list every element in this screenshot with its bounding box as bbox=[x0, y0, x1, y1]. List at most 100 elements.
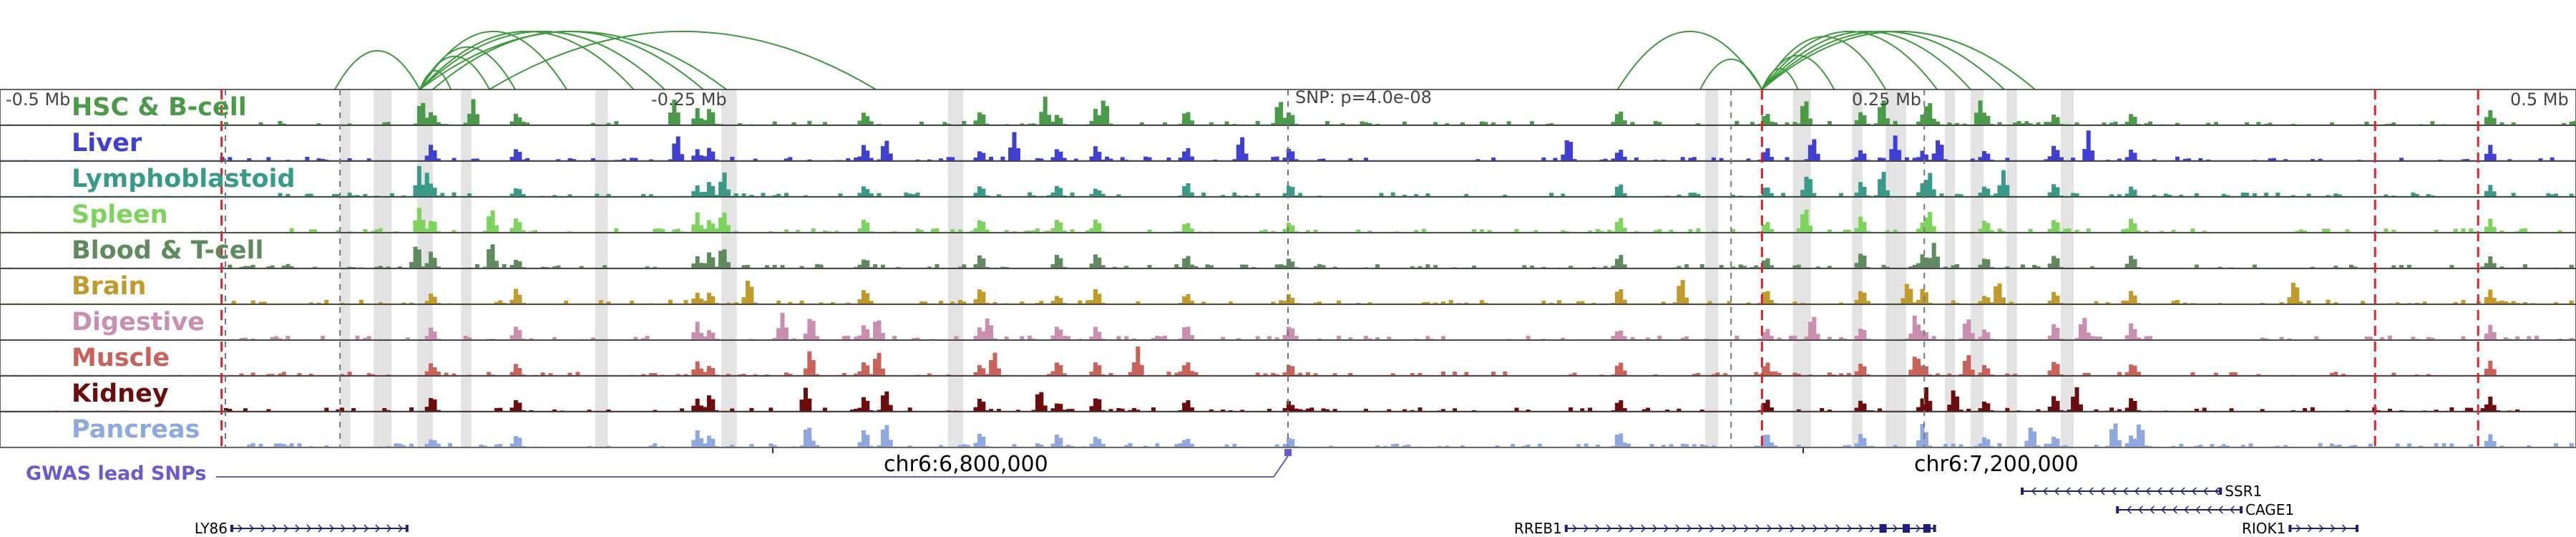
loop-arc bbox=[419, 31, 727, 90]
strand-arrow bbox=[1629, 524, 1634, 533]
bottom-axis bbox=[772, 448, 1804, 453]
strand-arrow bbox=[2145, 487, 2151, 495]
strand-arrow bbox=[1584, 524, 1589, 533]
loop-arc bbox=[1699, 59, 1763, 90]
strand-arrow bbox=[2172, 505, 2177, 514]
strand-arrow bbox=[1698, 524, 1703, 533]
strand-arrow bbox=[2168, 487, 2174, 495]
strand-arrow bbox=[2138, 505, 2143, 514]
strand-arrow bbox=[1767, 524, 1772, 533]
track-label: Kidney bbox=[72, 379, 169, 408]
loop-arc bbox=[489, 30, 877, 90]
loop-arc bbox=[1761, 30, 1971, 90]
strand-arrow bbox=[2088, 487, 2094, 495]
strand-arrow bbox=[2318, 524, 2324, 533]
axis-left-label: -0.5 Mb bbox=[6, 90, 70, 110]
gene-end-cap bbox=[1933, 525, 1936, 532]
strand-arrow bbox=[1732, 524, 1737, 533]
strand-arrow bbox=[2184, 505, 2189, 514]
gene-end-cap bbox=[2240, 506, 2243, 513]
strand-arrow bbox=[306, 524, 312, 533]
strand-arrow bbox=[2122, 487, 2128, 495]
strand-arrow bbox=[1721, 524, 1726, 533]
strand-arrow bbox=[2296, 524, 2301, 533]
gene-start-cap bbox=[2288, 525, 2292, 532]
loop-arc bbox=[1616, 30, 1763, 90]
track-label: Brain bbox=[72, 272, 146, 301]
strand-arrow bbox=[1606, 524, 1611, 533]
strand-arrow bbox=[1675, 524, 1680, 533]
strand-arrow bbox=[2330, 524, 2336, 533]
strand-arrow bbox=[1893, 524, 1898, 533]
signal-area bbox=[0, 130, 2576, 161]
strand-arrow bbox=[1778, 524, 1783, 533]
strand-arrow bbox=[2111, 487, 2117, 495]
strand-arrow bbox=[329, 524, 335, 533]
gene-label: LY86 bbox=[195, 520, 228, 537]
strand-arrow bbox=[2042, 487, 2048, 495]
signal-area bbox=[0, 97, 2576, 125]
strand-arrow bbox=[1618, 524, 1623, 533]
strand-arrow bbox=[386, 524, 392, 533]
strand-arrow bbox=[2054, 487, 2059, 495]
gene-start-cap bbox=[230, 525, 233, 532]
strand-arrow bbox=[2099, 487, 2105, 495]
strand-arrow bbox=[2031, 487, 2036, 495]
loop-arc bbox=[1761, 31, 1938, 90]
gene-label: CAGE1 bbox=[2245, 501, 2294, 518]
strand-arrow bbox=[1835, 524, 1840, 533]
track-label: Digestive bbox=[72, 308, 205, 337]
signal-area bbox=[0, 208, 2576, 233]
gene-label: RREB1 bbox=[1514, 520, 1562, 537]
strand-arrow bbox=[352, 524, 358, 533]
gwas-connector-line bbox=[216, 455, 1289, 478]
exon-block bbox=[1923, 524, 1931, 533]
exon-block bbox=[1879, 524, 1887, 533]
track-label: Lymphoblastoid bbox=[72, 165, 296, 193]
track-label: Muscle bbox=[72, 344, 170, 372]
loop-arc bbox=[419, 30, 635, 90]
axis-right-label: 0.5 Mb bbox=[2510, 90, 2569, 110]
loop-arc bbox=[1761, 30, 2036, 90]
axis-right-mid-label: 0.25 Mb bbox=[1852, 90, 1921, 110]
strand-arrow bbox=[2341, 524, 2347, 533]
track-label: Blood & T-cell bbox=[72, 236, 263, 265]
loop-arc bbox=[419, 31, 567, 90]
vertical-marker-lines bbox=[220, 90, 2479, 448]
strand-arrow bbox=[249, 524, 255, 533]
strand-arrow bbox=[1652, 524, 1657, 533]
strand-arrow bbox=[398, 524, 404, 533]
strand-arrow bbox=[2195, 505, 2200, 514]
strand-arrow bbox=[1687, 524, 1692, 533]
loop-arc bbox=[334, 50, 421, 90]
gene-label: RIOK1 bbox=[2242, 520, 2285, 537]
strand-arrow bbox=[295, 524, 301, 533]
strand-arrow bbox=[2180, 487, 2185, 495]
strand-arrow bbox=[2202, 487, 2208, 495]
strand-arrow bbox=[1572, 524, 1577, 533]
gene-end-cap bbox=[405, 525, 409, 532]
strand-arrow bbox=[272, 524, 278, 533]
chromatin-loops bbox=[334, 30, 2036, 90]
strand-arrow bbox=[318, 524, 323, 533]
gene-label: SSR1 bbox=[2225, 483, 2262, 500]
strand-arrow bbox=[1813, 524, 1818, 533]
strand-arrow bbox=[364, 524, 369, 533]
strand-arrow bbox=[2207, 505, 2212, 514]
signal-area bbox=[0, 387, 2576, 412]
signal-area bbox=[0, 423, 2576, 448]
strand-arrow bbox=[1790, 524, 1795, 533]
strand-arrow bbox=[375, 524, 381, 533]
strand-arrow bbox=[2230, 505, 2235, 514]
strand-arrow bbox=[2191, 487, 2197, 495]
strand-arrow bbox=[2218, 505, 2223, 514]
axis-left-mid-label: -0.25 Mb bbox=[651, 90, 727, 110]
track-label: Pancreas bbox=[72, 415, 200, 444]
strand-arrow bbox=[1744, 524, 1749, 533]
chr-tick-2-label: chr6:7,200,000 bbox=[1914, 452, 2079, 477]
strand-arrow bbox=[2161, 505, 2166, 514]
strand-arrow bbox=[2157, 487, 2162, 495]
strand-arrow bbox=[2065, 487, 2071, 495]
gene-end-cap bbox=[2356, 525, 2358, 532]
